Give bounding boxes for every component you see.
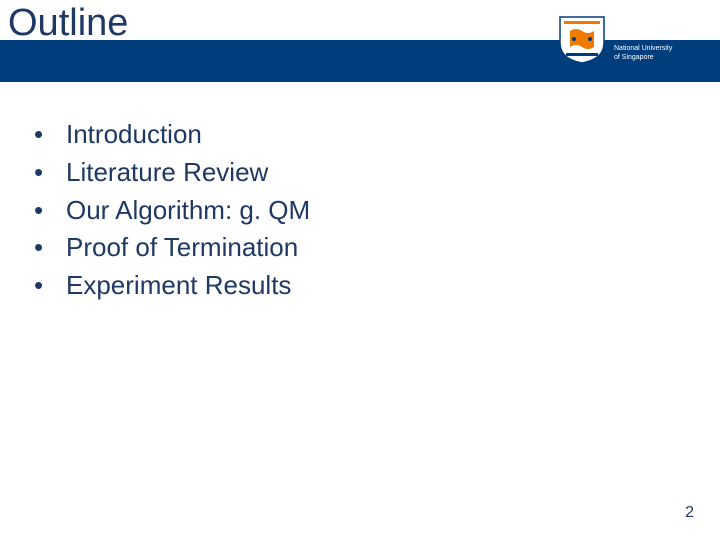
nus-crest-icon <box>556 13 608 65</box>
bullet-text: Literature Review <box>66 156 268 190</box>
page-number: 2 <box>685 504 694 522</box>
nus-logo: NUS National University of Singapore <box>556 10 706 68</box>
bullet-text: Our Algorithm: g. QM <box>66 194 310 228</box>
bullet-text: Experiment Results <box>66 269 291 303</box>
bullet-icon: • <box>34 231 66 265</box>
slide-content: • Introduction • Literature Review • Our… <box>34 118 686 307</box>
bullet-icon: • <box>34 269 66 303</box>
bullet-icon: • <box>34 194 66 228</box>
bullet-text: Introduction <box>66 118 202 152</box>
list-item: • Proof of Termination <box>34 231 686 265</box>
outline-list: • Introduction • Literature Review • Our… <box>34 118 686 303</box>
nus-logo-text: NUS National University of Singapore <box>614 17 672 61</box>
list-item: • Literature Review <box>34 156 686 190</box>
bullet-text: Proof of Termination <box>66 231 298 265</box>
nus-subtitle-2: of Singapore <box>614 54 672 61</box>
nus-acronym: NUS <box>614 17 672 43</box>
bullet-icon: • <box>34 118 66 152</box>
list-item: • Our Algorithm: g. QM <box>34 194 686 228</box>
nus-subtitle-1: National University <box>614 45 672 52</box>
slide-title: Outline <box>8 2 128 45</box>
slide-header: Outline NUS National University of Singa… <box>0 0 720 82</box>
list-item: • Experiment Results <box>34 269 686 303</box>
bullet-icon: • <box>34 156 66 190</box>
list-item: • Introduction <box>34 118 686 152</box>
